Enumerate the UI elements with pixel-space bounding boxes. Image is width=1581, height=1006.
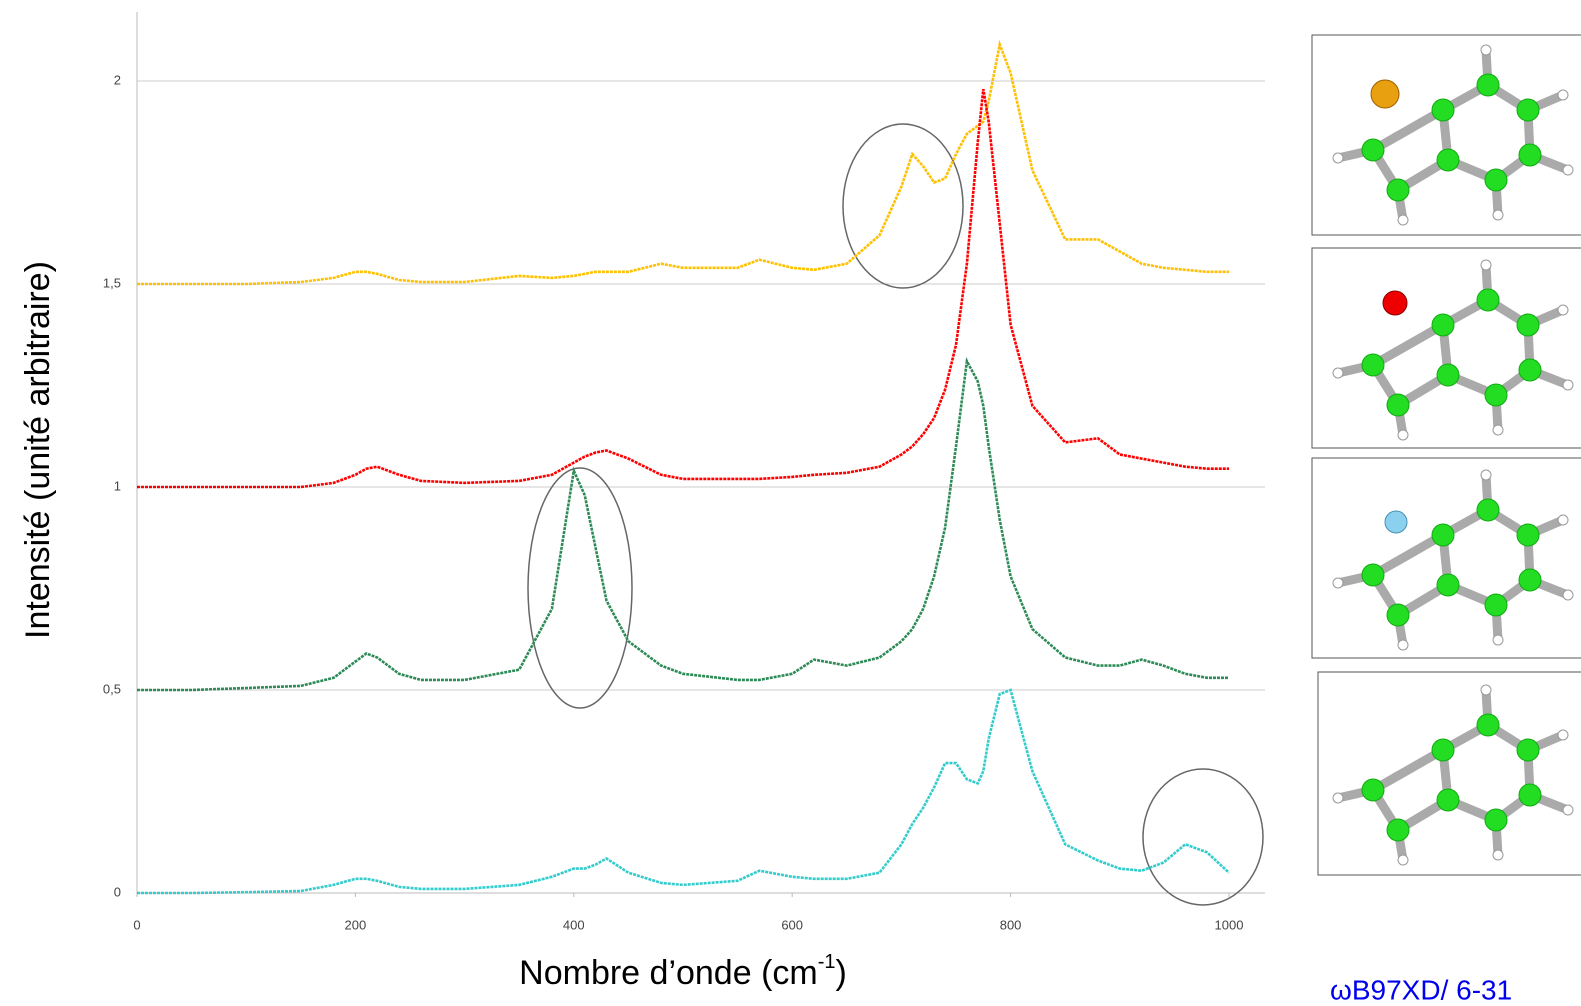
series-line — [137, 690, 1229, 893]
series-line — [137, 45, 1229, 285]
series-line — [137, 89, 1229, 487]
highlight-ellipses — [528, 124, 1263, 905]
y-tick-label: 1 — [114, 478, 121, 493]
y-tick-label: 0 — [114, 884, 121, 899]
x-tick-label: 0 — [133, 917, 140, 932]
series-line — [137, 361, 1229, 690]
y-tick-label: 1,5 — [103, 275, 121, 290]
x-axis-label-text: Nombre d’onde (cm — [519, 954, 818, 992]
x-tick-label: 600 — [781, 917, 803, 932]
x-tick-label: 400 — [563, 917, 585, 932]
y-tick-label: 2 — [114, 72, 121, 87]
atom-o — [1383, 291, 1407, 315]
x-tick-label: 800 — [1000, 917, 1022, 932]
y-tick-label: 0,5 — [103, 681, 121, 696]
atom-s — [1371, 80, 1399, 108]
y-axis-label: Intensité (unité arbitraire) — [19, 261, 57, 639]
x-axis-label-end: ) — [836, 954, 847, 992]
chart: 1000 800 600 400 200 0 2 1,5 1 0,5 0 — [0, 0, 1581, 1006]
x-axis-label-sup: -1 — [818, 951, 836, 973]
method-annotation: ωB97XD/ 6-31 — [1330, 974, 1512, 1005]
x-axis-label: Nombre d’onde (cm-1) — [519, 951, 847, 992]
x-tick-label: 1000 — [1215, 917, 1244, 932]
atom-n — [1385, 511, 1407, 533]
x-tick-label: 200 — [345, 917, 367, 932]
ellipse — [1143, 769, 1263, 905]
ellipse — [843, 124, 963, 288]
page: 1000 800 600 400 200 0 2 1,5 1 0,5 0 — [0, 0, 1581, 1006]
molecule-panels — [1312, 35, 1581, 875]
ellipse — [528, 468, 632, 708]
